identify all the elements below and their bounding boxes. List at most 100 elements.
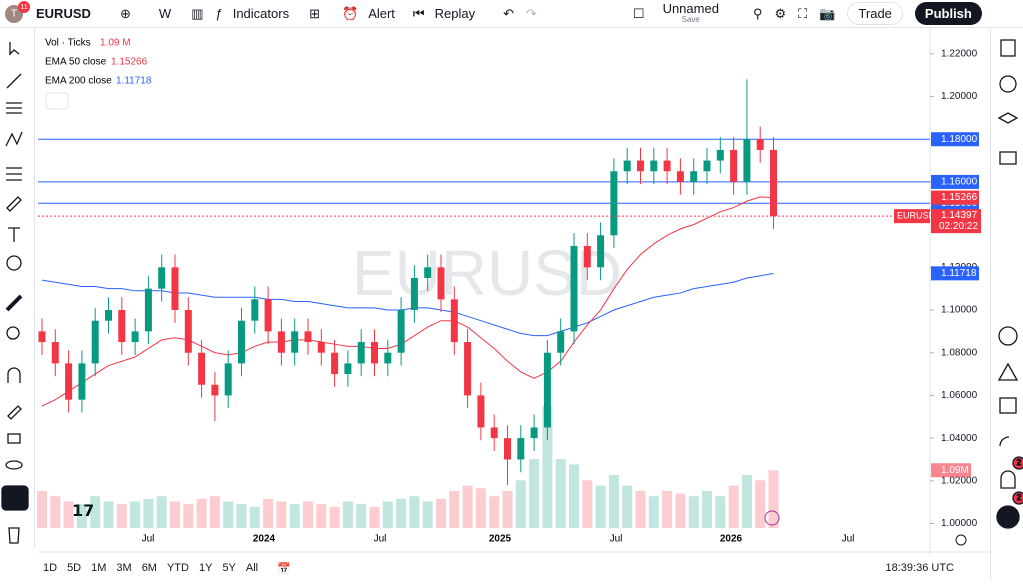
publish[interactable]: Publish [914, 2, 982, 25]
symbol-tag: EURUSD [897, 211, 936, 221]
candle-body [38, 331, 46, 343]
sidebar-icons: 22 [996, 39, 1023, 529]
clock[interactable]: 18:39:36 UTC [885, 562, 954, 574]
candle-body [557, 331, 565, 353]
trendline-tool[interactable] [6, 73, 22, 89]
volume-bar [116, 504, 127, 528]
volume-bar [608, 475, 619, 528]
timeframe[interactable]: 1D [43, 562, 58, 574]
sidebar-badge [1012, 456, 1023, 470]
candle-body [543, 352, 551, 428]
text-tool[interactable] [8, 227, 20, 242]
volume-bar [170, 501, 180, 528]
candle-body [131, 331, 139, 343]
visibility-tool[interactable] [5, 460, 23, 470]
layers[interactable] [997, 112, 1019, 124]
snapshot[interactable]: 📷 [819, 5, 836, 21]
events-icon[interactable] [764, 510, 780, 526]
volume-bar [741, 475, 752, 528]
search[interactable]: ⚲ [752, 5, 763, 21]
alerts[interactable] [999, 75, 1017, 93]
candle-body [238, 320, 245, 364]
emoji-tool[interactable] [6, 255, 22, 271]
interval[interactable]: W [158, 6, 172, 21]
ema50-badge [931, 190, 979, 205]
calendar[interactable] [999, 397, 1017, 414]
stream[interactable] [999, 436, 1010, 447]
timeframe[interactable]: 3M [116, 562, 132, 574]
cursor-tool[interactable] [9, 42, 20, 56]
save: Save [681, 14, 700, 24]
candle-body [331, 352, 339, 375]
chat[interactable] [999, 151, 1017, 165]
y-tick-label: 1.08000 [941, 347, 978, 358]
date-range[interactable]: 📅 [277, 562, 291, 575]
settings[interactable]: ⚙ [774, 5, 787, 21]
layout-checkbox[interactable]: ☐ [632, 5, 645, 21]
candle-body [384, 352, 392, 364]
pine[interactable] [997, 362, 1019, 381]
replay[interactable]: ⏮ Replay [412, 5, 476, 22]
templates[interactable]: ⊞ [309, 5, 320, 21]
timeframe[interactable]: All [245, 562, 259, 574]
candle-body [357, 342, 365, 364]
ruler-tool[interactable] [5, 294, 23, 312]
candle-body [583, 245, 591, 268]
undo[interactable]: ↶ [503, 5, 514, 21]
x-tick-label: 2024 [253, 534, 276, 545]
scale-settings[interactable] [955, 534, 967, 546]
symbol-badge [894, 209, 930, 224]
alert[interactable]: ⏰ Alert [342, 5, 395, 22]
avatar[interactable]: T11 [0, 0, 30, 27]
candle-body [716, 149, 724, 161]
layout[interactable]: Unnamed Save [657, 2, 725, 25]
timeframe[interactable]: 5Y [222, 562, 236, 574]
lock-draw-tool[interactable] [7, 405, 22, 420]
trade[interactable]: Trade [847, 2, 903, 25]
indicators[interactable]: ƒ Indicators [215, 6, 290, 21]
ideas[interactable] [998, 326, 1018, 346]
volume-bar [436, 498, 446, 528]
magnet-tool[interactable] [7, 367, 21, 383]
link-tool[interactable] [1, 485, 29, 511]
legend-collapse[interactable] [45, 92, 69, 110]
candle-body [437, 267, 445, 300]
volume-bar [728, 485, 739, 528]
volume-bar [276, 501, 287, 528]
timeframe[interactable]: YTD [166, 562, 189, 574]
timeframe[interactable]: 1Y [198, 562, 213, 574]
candle-body [264, 299, 272, 332]
avatar-badge: 11 [20, 3, 27, 10]
zoom-tool[interactable] [6, 326, 20, 340]
lock-tool[interactable] [7, 433, 21, 444]
timeframe[interactable]: 6M [141, 562, 157, 574]
compare[interactable]: ⊕ [120, 5, 131, 21]
timeframe[interactable]: 5D [67, 562, 82, 574]
pattern-tool[interactable] [5, 131, 23, 147]
fullscreen[interactable]: ⛶ [798, 5, 808, 21]
y-tick-label: 1.22000 [941, 48, 978, 59]
volume-bar [555, 459, 566, 528]
volume-bar [90, 496, 101, 528]
candle-body [51, 342, 59, 364]
symbol[interactable]: EURUSD [36, 6, 91, 21]
level-label: 1.16000 [941, 177, 978, 188]
timeframe[interactable]: 1M [91, 562, 107, 574]
watchlist[interactable] [1000, 39, 1016, 57]
chart-type[interactable]: ▥ [191, 5, 204, 21]
y-tick-label: 1.20000 [941, 91, 978, 102]
brush-tool[interactable] [6, 196, 22, 212]
notifications[interactable] [1000, 470, 1016, 489]
candle-body [623, 160, 631, 172]
candle-body [464, 342, 472, 396]
candle-body [703, 160, 711, 172]
projection-tool[interactable] [6, 167, 22, 181]
delete-tool[interactable] [8, 527, 20, 544]
redo[interactable]: ↷ [526, 5, 537, 21]
candle-body [517, 438, 525, 460]
candle-body [504, 438, 511, 460]
ema200-line [41, 272, 774, 337]
volume-bar [382, 501, 393, 528]
products[interactable] [996, 505, 1020, 529]
fib-tool[interactable] [6, 102, 22, 114]
